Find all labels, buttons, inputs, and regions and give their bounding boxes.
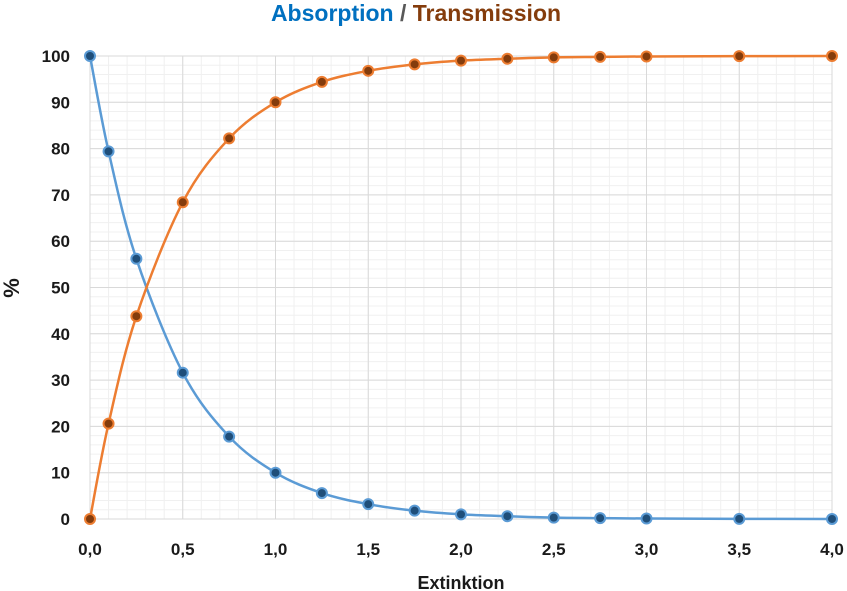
transmission-point xyxy=(640,50,653,63)
x-tick-label: 1,5 xyxy=(356,540,380,559)
transmission-point xyxy=(408,58,421,71)
x-axis-label: Extinktion xyxy=(417,573,504,591)
transmission-point xyxy=(826,50,838,63)
transmission-point xyxy=(223,132,236,145)
y-tick-label: 90 xyxy=(51,93,70,112)
absorption-point xyxy=(269,466,282,479)
transmission-series xyxy=(84,50,838,525)
absorption-point xyxy=(826,512,838,525)
y-tick-label: 40 xyxy=(51,325,70,344)
y-tick-label: 0 xyxy=(61,510,70,529)
absorption-point xyxy=(362,498,375,511)
y-tick-label: 60 xyxy=(51,232,70,251)
y-tick-label: 70 xyxy=(51,186,70,205)
absorption-point xyxy=(733,512,746,525)
transmission-point xyxy=(84,513,96,525)
transmission-point xyxy=(176,196,189,209)
transmission-point xyxy=(547,51,560,64)
x-tick-label: 0,0 xyxy=(78,540,102,559)
absorption-series xyxy=(84,50,838,525)
absorption-point xyxy=(501,510,514,523)
transmission-point xyxy=(102,417,115,430)
absorption-point xyxy=(455,508,467,521)
chart-title-separator: / xyxy=(394,0,413,26)
transmission-point xyxy=(501,52,514,65)
y-tick-label: 80 xyxy=(51,140,70,159)
x-tick-label: 3,0 xyxy=(635,540,659,559)
absorption-point xyxy=(176,366,189,379)
x-tick-label: 4,0 xyxy=(820,540,844,559)
y-axis-ticks: 0 10 20 30 40 50 60 70 80 90 100 xyxy=(42,47,70,529)
transmission-point xyxy=(594,50,607,63)
transmission-point xyxy=(130,310,143,323)
x-tick-label: 3,5 xyxy=(727,540,751,559)
absorption-point xyxy=(640,512,653,525)
x-tick-label: 0,5 xyxy=(171,540,195,559)
x-tick-label: 1,0 xyxy=(264,540,288,559)
transmission-point xyxy=(315,75,328,88)
absorption-point xyxy=(84,50,96,62)
absorption-point xyxy=(130,252,143,265)
absorption-point xyxy=(547,511,560,524)
transmission-point xyxy=(455,54,467,67)
y-tick-label: 20 xyxy=(51,417,70,436)
y-tick-label: 100 xyxy=(42,47,70,66)
transmission-point xyxy=(269,96,282,109)
series-layer xyxy=(84,50,838,525)
absorption-point xyxy=(594,512,607,525)
x-axis-ticks: 0,0 0,5 1,0 1,5 2,0 2,5 3,0 3,5 4,0 xyxy=(78,540,844,559)
absorption-point xyxy=(408,504,421,517)
y-tick-label: 30 xyxy=(51,371,70,390)
transmission-point xyxy=(733,50,746,63)
y-axis-label: % xyxy=(0,278,24,298)
absorption-point xyxy=(315,487,328,500)
y-tick-label: 50 xyxy=(51,279,70,298)
y-tick-label: 10 xyxy=(51,464,70,483)
x-tick-label: 2,0 xyxy=(449,540,473,559)
absorption-point xyxy=(223,430,236,443)
chart-title: Absorption / Transmission xyxy=(271,0,561,26)
absorption-point xyxy=(102,145,115,158)
chart-title-transmission: Transmission xyxy=(413,0,561,26)
x-tick-label: 2,5 xyxy=(542,540,566,559)
transmission-point xyxy=(362,64,375,77)
chart-title-absorption: Absorption xyxy=(271,0,394,26)
